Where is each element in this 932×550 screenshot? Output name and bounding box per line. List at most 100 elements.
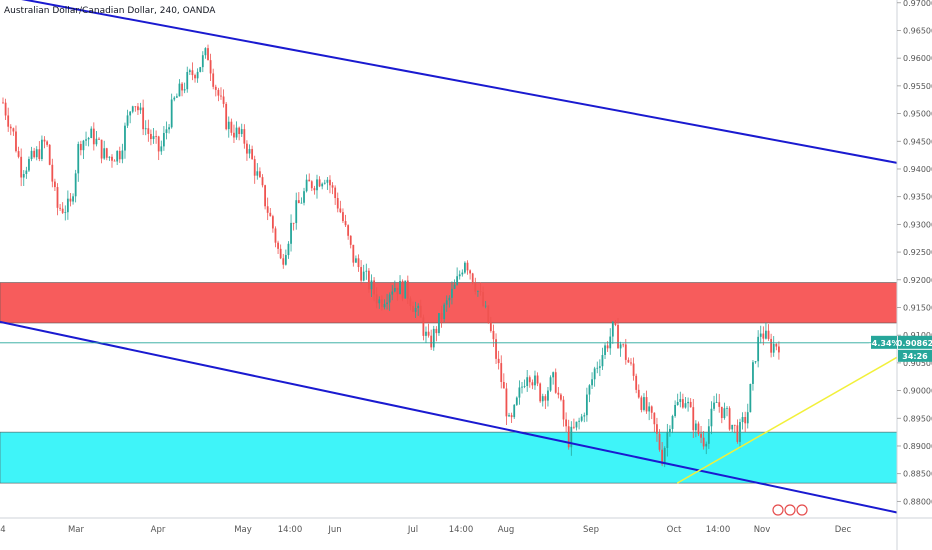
candle-body bbox=[90, 128, 93, 139]
candle-body bbox=[531, 382, 534, 386]
candle-body bbox=[440, 313, 443, 320]
candle-body bbox=[98, 138, 100, 140]
lower-channel-line[interactable] bbox=[0, 320, 898, 514]
candle-body bbox=[534, 375, 536, 386]
candle-body bbox=[316, 179, 318, 191]
candle-body bbox=[409, 298, 412, 306]
countdown-label: 34:26 bbox=[902, 352, 928, 361]
price-badge-label: 0.90862 bbox=[897, 339, 932, 348]
candle-body bbox=[669, 428, 671, 432]
x-tick-label: Dec bbox=[835, 525, 852, 535]
upper-channel-line[interactable] bbox=[0, 0, 898, 164]
candle-body bbox=[469, 270, 471, 274]
candle-body bbox=[762, 333, 765, 339]
candle-body bbox=[523, 385, 526, 387]
candle-body bbox=[300, 202, 303, 204]
candle-body bbox=[313, 188, 316, 191]
candle-body bbox=[222, 96, 225, 104]
candle-body bbox=[611, 321, 614, 337]
candle-body bbox=[705, 443, 708, 447]
candle-body bbox=[502, 381, 505, 389]
candle-body bbox=[131, 106, 134, 112]
candle-body bbox=[152, 136, 155, 140]
candle-body bbox=[118, 150, 121, 160]
candle-body bbox=[69, 198, 72, 202]
candle-body bbox=[266, 206, 269, 213]
candle-body bbox=[173, 97, 176, 100]
candle-body bbox=[194, 75, 196, 79]
candle-body bbox=[578, 420, 580, 422]
candle-body bbox=[41, 139, 43, 160]
candle-body bbox=[105, 148, 108, 158]
candle-body bbox=[624, 344, 627, 360]
candle-body bbox=[59, 207, 61, 209]
candle-body bbox=[487, 305, 490, 323]
candle-body bbox=[92, 128, 95, 145]
candle-body bbox=[606, 345, 609, 349]
candle-body bbox=[573, 426, 575, 428]
candle-body bbox=[235, 127, 238, 138]
candle-body bbox=[303, 191, 305, 203]
candle-body bbox=[108, 156, 111, 158]
countdown-badge bbox=[898, 349, 932, 362]
candle-body bbox=[694, 423, 697, 431]
candle-body bbox=[778, 346, 780, 353]
candle-body bbox=[627, 359, 630, 363]
candle-body bbox=[17, 151, 20, 157]
candle-body bbox=[707, 426, 710, 444]
plot-background bbox=[0, 0, 897, 518]
candle-body bbox=[259, 171, 261, 178]
candle-body bbox=[414, 308, 417, 312]
candle-body bbox=[380, 299, 383, 308]
candle-body bbox=[370, 280, 373, 290]
candle-body bbox=[679, 399, 682, 403]
candle-body bbox=[183, 89, 186, 91]
candle-body bbox=[269, 212, 272, 217]
resistance-zone[interactable] bbox=[0, 282, 898, 324]
candle-body bbox=[632, 363, 635, 376]
candle-body bbox=[56, 187, 59, 208]
candle-body bbox=[121, 150, 124, 160]
candle-body bbox=[295, 200, 298, 224]
candle-body bbox=[585, 394, 588, 416]
candle-body bbox=[484, 305, 487, 307]
candle-body bbox=[658, 433, 661, 450]
candle-body bbox=[188, 70, 191, 72]
yellow-trend-line[interactable] bbox=[676, 356, 898, 484]
candle-body bbox=[318, 179, 321, 187]
candle-body bbox=[20, 156, 23, 178]
candle-body bbox=[521, 386, 523, 388]
candle-body bbox=[739, 422, 741, 442]
candle-body bbox=[479, 290, 482, 293]
candle-body bbox=[186, 71, 189, 90]
candle-body bbox=[541, 396, 544, 402]
candle-body bbox=[656, 424, 658, 434]
candle-body bbox=[66, 198, 69, 213]
candle-body bbox=[383, 304, 386, 308]
candle-body bbox=[209, 60, 212, 74]
candle-body bbox=[396, 288, 399, 295]
candle-body bbox=[406, 280, 409, 299]
change-badge-label: -4.34% bbox=[868, 339, 899, 348]
candle-body bbox=[386, 302, 388, 305]
candle-body bbox=[365, 270, 368, 272]
candle-body bbox=[9, 126, 12, 129]
x-tick-label: Mar bbox=[68, 525, 85, 535]
candle-body bbox=[583, 415, 586, 417]
candle-body bbox=[710, 408, 713, 427]
candle-body bbox=[676, 402, 679, 405]
candle-body bbox=[630, 362, 632, 364]
candle-body bbox=[643, 397, 645, 410]
candle-body bbox=[2, 102, 4, 104]
candle-body bbox=[772, 343, 775, 353]
support-zone[interactable] bbox=[0, 431, 898, 484]
